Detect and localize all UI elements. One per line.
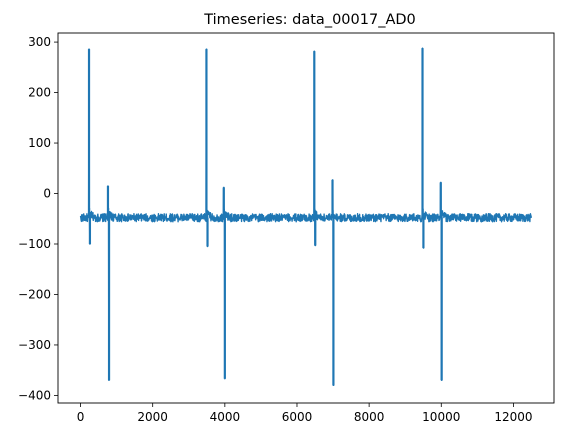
- series-layer: [79, 47, 533, 387]
- x-axis: 0 2000 4000 6000 8000 10000 12000: [77, 403, 533, 424]
- x-tick-label: 6000: [282, 410, 313, 424]
- x-tick-label: 10000: [422, 410, 460, 424]
- x-tick-label: 8000: [354, 410, 385, 424]
- x-tick-label: 0: [77, 410, 85, 424]
- y-tick-label: −400: [18, 388, 51, 402]
- x-tick-label: 4000: [210, 410, 241, 424]
- y-tick-label: −100: [18, 237, 51, 251]
- y-axis: −400 −300 −200 −100 0 100 200 300: [18, 35, 58, 402]
- y-tick-label: −200: [18, 287, 51, 301]
- chart-title: Timeseries: data_00017_AD0: [203, 12, 416, 28]
- x-tick-label: 2000: [137, 410, 168, 424]
- y-tick-label: 200: [28, 86, 51, 100]
- y-tick-label: −300: [18, 338, 51, 352]
- y-tick-label: 300: [28, 35, 51, 49]
- series-line: [79, 47, 533, 387]
- x-tick-label: 12000: [494, 410, 532, 424]
- y-tick-label: 0: [43, 187, 51, 201]
- y-tick-label: 100: [28, 136, 51, 150]
- plot-frame: [57, 32, 555, 404]
